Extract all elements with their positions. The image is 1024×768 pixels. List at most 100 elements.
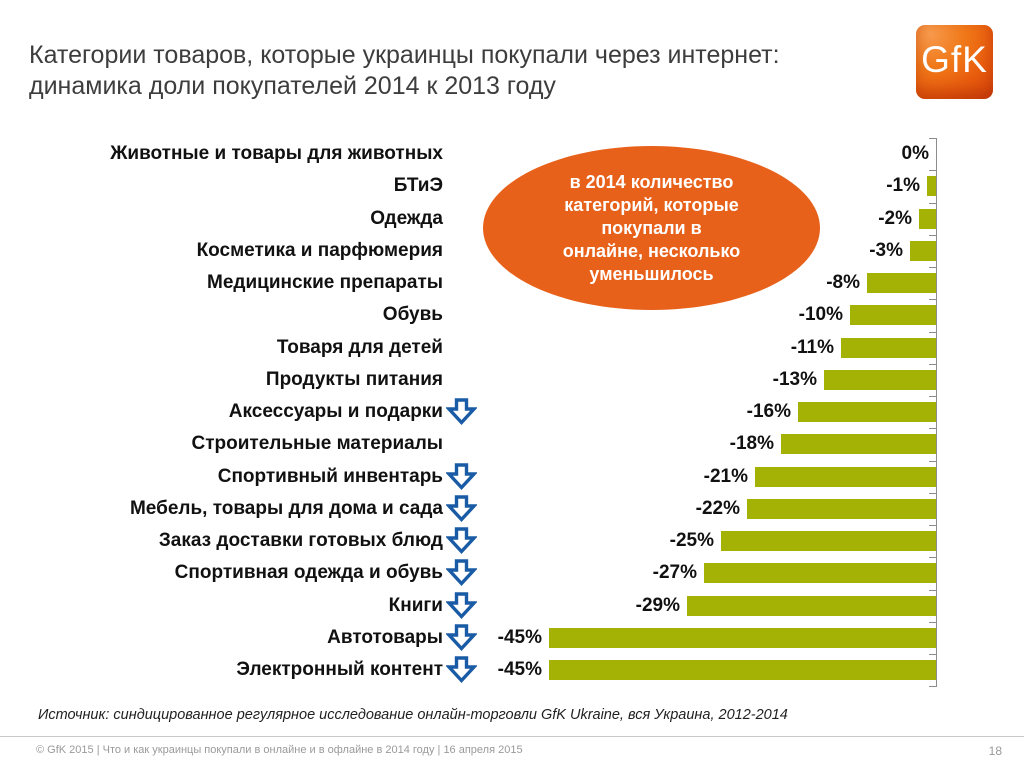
value-label: -13% [772, 369, 817, 390]
chart-row: Заказ доставки готовых блюд -25% [0, 525, 1024, 557]
footer-divider [0, 736, 1024, 737]
value-label: -45% [497, 659, 542, 680]
category-label: Одежда [370, 208, 443, 229]
page-number: 18 [988, 744, 1002, 758]
bar [549, 660, 936, 680]
down-arrow-svg [445, 495, 478, 523]
category-label: Товаря для детей [276, 337, 443, 358]
axis-tick [929, 203, 937, 204]
axis-tick [929, 428, 937, 429]
category-label: БТиЭ [393, 175, 443, 196]
chart-row: Книги -29% [0, 590, 1024, 622]
chart-row: Спортивный инвентарь -21% [0, 461, 1024, 493]
slide-title-line1: Категории товаров, которые украинцы поку… [29, 41, 780, 69]
down-arrow-svg [445, 656, 478, 684]
value-label: -3% [869, 240, 903, 261]
category-label: Продукты питания [265, 369, 443, 390]
decrease-arrow-icon [445, 656, 478, 684]
bar [841, 338, 936, 358]
value-label: -29% [635, 595, 680, 616]
category-label: Строительные материалы [191, 433, 443, 454]
gfk-logo-text: GfK [921, 39, 988, 80]
value-label: -10% [798, 304, 843, 325]
chart-row: Товаря для детей -11% [0, 332, 1024, 364]
value-label: -21% [703, 466, 748, 487]
axis-tick [929, 364, 937, 365]
decrease-arrow-icon [445, 463, 478, 491]
bar [704, 563, 936, 583]
down-arrow-svg [445, 559, 478, 587]
bar [747, 499, 936, 519]
bar [755, 467, 936, 487]
axis-tick [929, 493, 937, 494]
value-label: -25% [669, 530, 714, 551]
axis-tick [929, 396, 937, 397]
chart-row: Продукты питания -13% [0, 364, 1024, 396]
down-arrow-svg [445, 527, 478, 555]
axis-tick [929, 235, 937, 236]
axis-tick [929, 654, 937, 655]
category-label: Автотовары [327, 627, 443, 648]
category-label: Спортивный инвентарь [217, 466, 443, 487]
down-arrow-svg [445, 592, 478, 620]
chart-axis-line [936, 138, 937, 687]
axis-tick [929, 525, 937, 526]
axis-tick [929, 461, 937, 462]
bar [910, 241, 936, 261]
axis-tick [929, 557, 937, 558]
bar [687, 596, 936, 616]
axis-tick [929, 299, 937, 300]
decrease-arrow-icon [445, 398, 478, 426]
bar [798, 402, 936, 422]
category-label: Животные и товары для животных [110, 143, 443, 164]
chart-row: Автотовары -45% [0, 622, 1024, 654]
category-label: Заказ доставки готовых блюд [158, 530, 443, 551]
callout-text: в 2014 количество категорий, которые пок… [562, 171, 741, 284]
down-arrow-svg [445, 463, 478, 491]
category-label: Медицинские препараты [207, 272, 443, 293]
axis-tick [929, 686, 937, 687]
axis-tick [929, 590, 937, 591]
callout-ellipse: в 2014 количество категорий, которые пок… [483, 146, 820, 310]
bar [824, 370, 936, 390]
chart-row: Животные и товары для животных 0% [0, 138, 1024, 170]
value-label: -8% [826, 272, 860, 293]
chart-row: Одежда -2% [0, 203, 1024, 235]
chart-row: Обувь -10% [0, 299, 1024, 331]
value-label: -1% [886, 175, 920, 196]
value-label: -27% [652, 562, 697, 583]
decrease-arrow-icon [445, 559, 478, 587]
chart-row: Аксессуары и подарки -16% [0, 396, 1024, 428]
chart-row: БТиЭ -1% [0, 170, 1024, 202]
category-label: Мебель, товары для дома и сада [129, 498, 443, 519]
bar [850, 305, 936, 325]
chart-row: Косметика и парфюмерия -3% [0, 235, 1024, 267]
value-label: -22% [695, 498, 740, 519]
bar [867, 273, 936, 293]
value-label: -2% [878, 208, 912, 229]
chart-row: Медицинские препараты -8% [0, 267, 1024, 299]
category-label: Аксессуары и подарки [228, 401, 443, 422]
slide-title-line2: динамика доли покупателей 2014 к 2013 го… [29, 72, 556, 100]
axis-tick [929, 170, 937, 171]
down-arrow-svg [445, 624, 478, 652]
slide-title: Категории товаров, которые украинцы поку… [29, 40, 889, 102]
gfk-logo: GfK [916, 25, 993, 99]
decrease-arrow-icon [445, 624, 478, 652]
chart-row: Мебель, товары для дома и сада -22% [0, 493, 1024, 525]
axis-tick [929, 622, 937, 623]
bar [781, 434, 936, 454]
bar [919, 209, 936, 229]
axis-tick [929, 138, 937, 139]
axis-tick [929, 267, 937, 268]
category-label: Книги [388, 595, 443, 616]
category-label: Обувь [382, 304, 443, 325]
footer-text: © GfK 2015 | Что и как украинцы покупали… [36, 744, 523, 756]
chart-row: Спортивная одежда и обувь -27% [0, 557, 1024, 589]
bar [549, 628, 936, 648]
category-label: Косметика и парфюмерия [196, 240, 443, 261]
value-label: -11% [790, 337, 834, 358]
bar [927, 176, 936, 196]
chart-row: Строительные материалы -18% [0, 428, 1024, 460]
